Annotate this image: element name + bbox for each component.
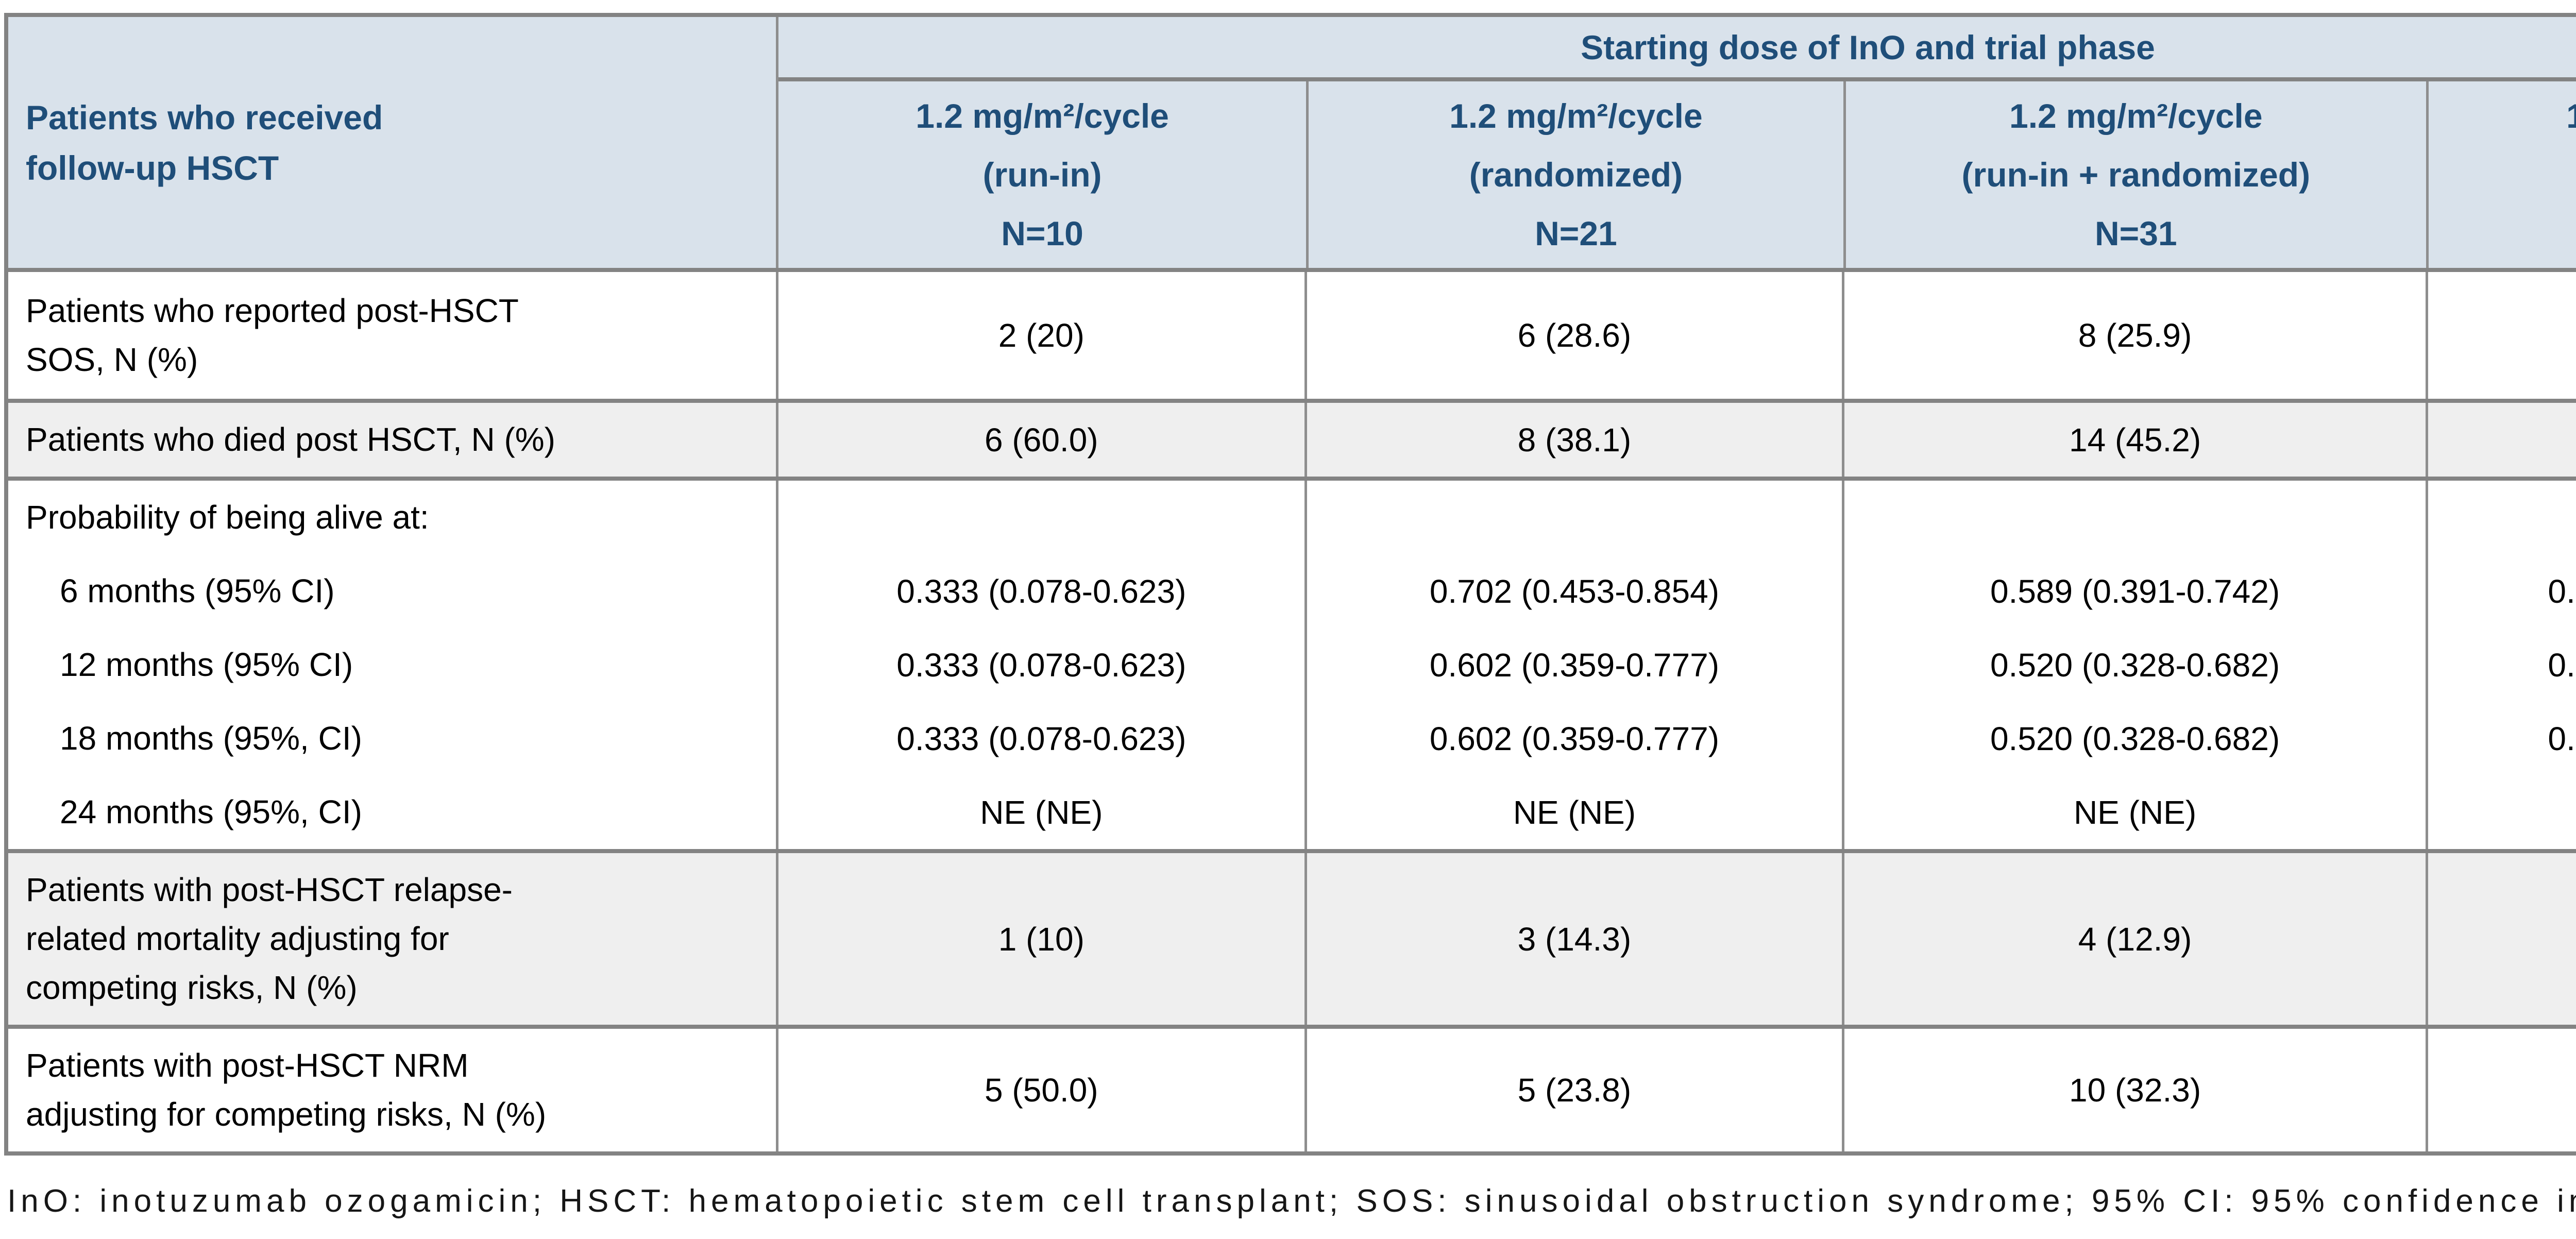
- table-row-nrm: Patients with post-HSCT NRM adjusting fo…: [8, 1029, 2576, 1151]
- value-cell: 6 (60.0): [775, 403, 1304, 477]
- column-header-dose-1: 1.2 mg/m²/cycle (run-in) N=10: [778, 81, 1306, 268]
- row-label-cell: Patients who reported post-HSCT SOS, N (…: [26, 292, 519, 378]
- value-cell: 5 (23.8): [1304, 1029, 1842, 1151]
- value-cell: 0.520 (0.328-0.682): [1842, 628, 2426, 702]
- row-label-cell: Probability of being alive at:: [26, 499, 429, 536]
- value-cell: 0.583 (0.270-0.801): [2425, 628, 2576, 702]
- column-header-dose-3: 1.2 mg/m²/cycle (run-in + randomized) N=…: [1843, 81, 2426, 268]
- table-row-died-post-hsct: Patients who died post HSCT, N (%) 6 (60…: [8, 403, 2576, 481]
- phase-label: (run-in): [982, 156, 1102, 194]
- column-group-header: Starting dose of InO and trial phase: [778, 17, 2576, 81]
- column-header-dose-2: 1.2 mg/m²/cycle (randomized) N=21: [1306, 81, 1843, 268]
- value-cell: 0.602 (0.359-0.777): [1304, 628, 1842, 702]
- value-cell: 0.333 (0.078-0.623): [775, 628, 1304, 702]
- value-cell: 0.333 (0.078-0.623): [775, 702, 1304, 775]
- value-cell: 2 (20): [775, 272, 1304, 399]
- table-row-12-months: 12 months (95% CI) 0.333 (0.078-0.623) 0…: [8, 628, 2576, 702]
- value-cell: NE (NE): [775, 775, 1304, 849]
- value-cell: 1 (8.3): [2425, 853, 2576, 1025]
- footnote-line-2: terval; NE: not estimable; NRM: non-rela…: [7, 1227, 2576, 1239]
- table-row-6-months: 6 months (95% CI) 0.333 (0.078-0.623) 0.…: [8, 554, 2576, 628]
- footnote: InO: inotuzumab ozogamicin; HSCT: hemato…: [7, 1175, 2576, 1239]
- value-cell: 5 (41.7): [2425, 403, 2576, 477]
- dose-label: 1.8 mg/m²/cycle: [2566, 97, 2576, 135]
- phase-label: (randomized): [1469, 156, 1683, 194]
- value-cell: 8 (38.1): [1304, 403, 1842, 477]
- column-header-dose-4: 1.8 mg/m²/cycle (randomized) N=12: [2426, 81, 2576, 268]
- value-cell: NE (NE): [1304, 775, 1842, 849]
- table-header: Patients who received follow-up HSCT Sta…: [8, 17, 2576, 272]
- value-cell: 0.667 (0.337-0.860): [2425, 554, 2576, 628]
- row-label-cell: 6 months (95% CI): [60, 572, 335, 609]
- phase-label: (run-in + randomized): [1961, 156, 2311, 194]
- dose-label: 1.2 mg/m²/cycle: [2009, 97, 2263, 135]
- row-label-cell: Patients who died post HSCT, N (%): [26, 421, 555, 458]
- column-headers: 1.2 mg/m²/cycle (run-in) N=10 1.2 mg/m²/…: [778, 81, 2576, 268]
- row-label-cell: Patients with post-HSCT relapse- related…: [26, 871, 513, 1006]
- n-label: N=31: [2094, 214, 2177, 252]
- column-group: Starting dose of InO and trial phase 1.2…: [775, 17, 2576, 268]
- table-row-probability-alive-header: Probability of being alive at:: [8, 481, 2576, 554]
- hsct-outcomes-table: Patients who received follow-up HSCT Sta…: [4, 13, 2576, 1156]
- value-cell: [1842, 481, 2426, 554]
- table-row-post-hsct-sos: Patients who reported post-HSCT SOS, N (…: [8, 272, 2576, 403]
- value-cell: 0.602 (0.359-0.777): [1304, 702, 1842, 775]
- table-row-24-months: 24 months (95%, CI) NE (NE) NE (NE) NE (…: [8, 775, 2576, 853]
- value-cell: 0.589 (0.391-0.742): [1842, 554, 2426, 628]
- value-cell: 8 (25.9): [1842, 272, 2426, 399]
- row-label-cell: 24 months (95%, CI): [60, 793, 362, 830]
- value-cell: [2425, 481, 2576, 554]
- value-cell: NE (NE): [2425, 775, 2576, 849]
- value-cell: 10 (32.3): [1842, 1029, 2426, 1151]
- value-cell: 6 (28.6): [1304, 272, 1842, 399]
- value-cell: 1 (10): [775, 853, 1304, 1025]
- n-label: N=21: [1535, 214, 1617, 252]
- value-cell: 4 (12.9): [1842, 853, 2426, 1025]
- row-label-cell: 18 months (95%, CI): [60, 720, 362, 757]
- row-label-cell: 12 months (95% CI): [60, 646, 353, 683]
- table-row-18-months: 18 months (95%, CI) 0.333 (0.078-0.623) …: [8, 702, 2576, 775]
- value-cell: 0.333 (0.078-0.623): [775, 554, 1304, 628]
- row-group-title: Patients who received follow-up HSCT: [26, 98, 383, 187]
- value-cell: 4 (33.3): [2425, 1029, 2576, 1151]
- footnote-line-1: InO: inotuzumab ozogamicin; HSCT: hemato…: [7, 1183, 2576, 1219]
- row-label-cell: Patients with post-HSCT NRM adjusting fo…: [26, 1047, 547, 1133]
- dose-label: 1.2 mg/m²/cycle: [1449, 97, 1703, 135]
- value-cell: [1304, 481, 1842, 554]
- dose-label: 1.2 mg/m²/cycle: [916, 97, 1169, 135]
- table-row-relapse-related-mortality: Patients with post-HSCT relapse- related…: [8, 853, 2576, 1029]
- value-cell: 5 (50.0): [775, 1029, 1304, 1151]
- value-cell: [775, 481, 1304, 554]
- value-cell: 3 (14.3): [1304, 853, 1842, 1025]
- value-cell: 0.520 (0.328-0.682): [1842, 702, 2426, 775]
- n-label: N=10: [1001, 214, 1083, 252]
- value-cell: 2 (16.7): [2425, 272, 2576, 399]
- value-cell: NE (NE): [1842, 775, 2426, 849]
- value-cell: 0.486 (0.192-0.730): [2425, 702, 2576, 775]
- value-cell: 0.702 (0.453-0.854): [1304, 554, 1842, 628]
- value-cell: 14 (45.2): [1842, 403, 2426, 477]
